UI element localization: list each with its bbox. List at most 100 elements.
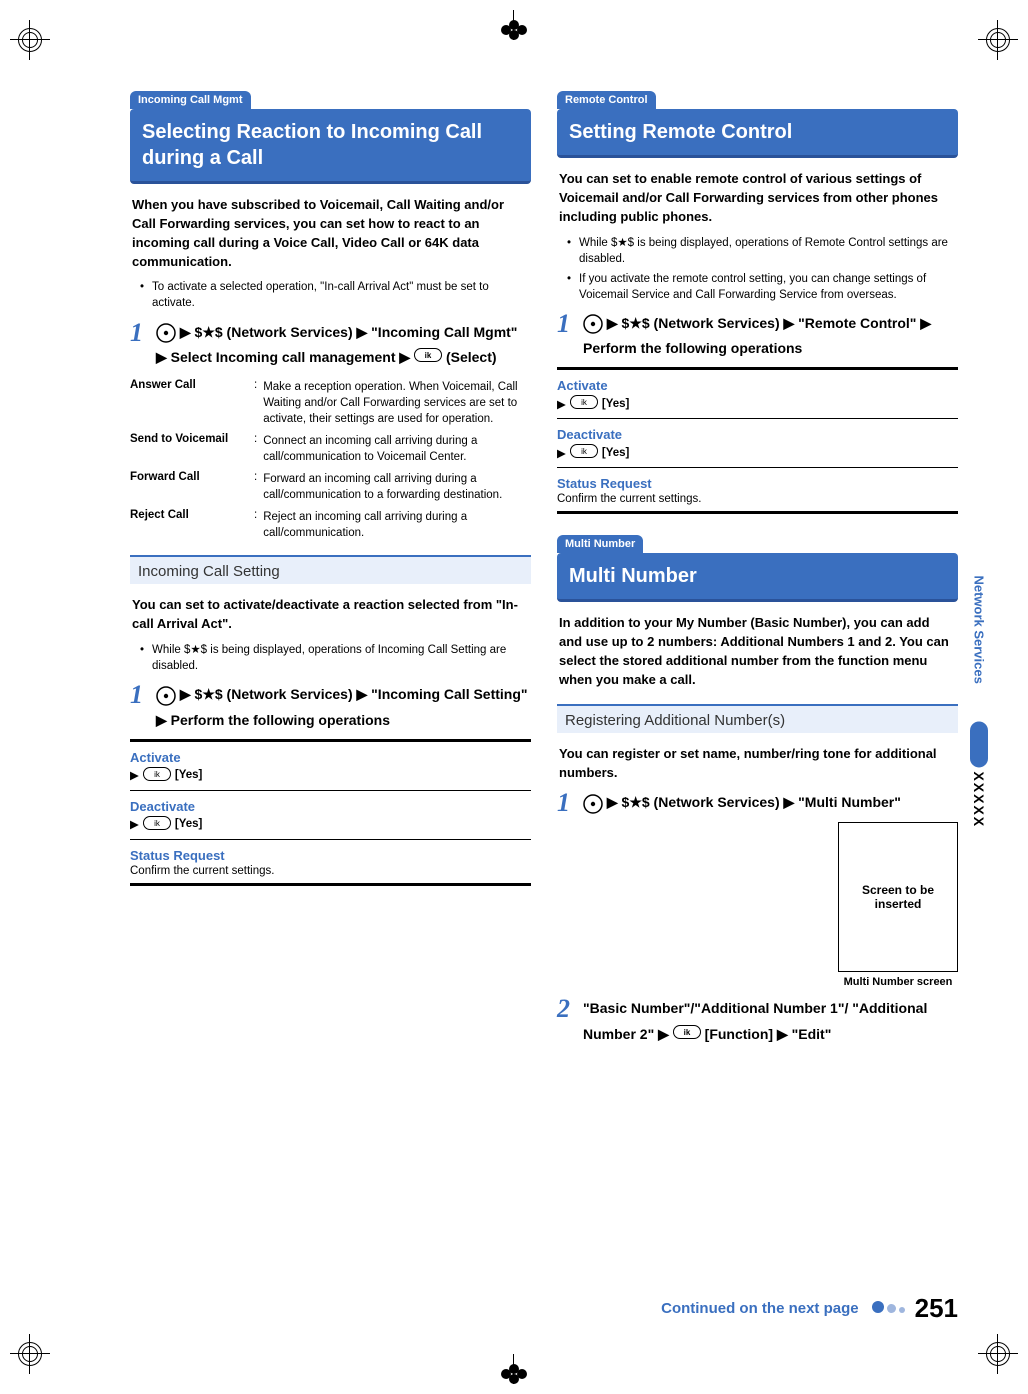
mini-heading: Activate (130, 750, 531, 765)
continued-dots-icon (869, 1300, 905, 1318)
def-row: Forward Call:Forward an incoming call ar… (130, 471, 531, 503)
divider (557, 367, 958, 370)
reg-mark-icon (10, 20, 50, 60)
step-body: ▶ $★$ (Network Services) ▶ "Incoming Cal… (156, 682, 531, 732)
page-footer: Continued on the next page 251 (130, 1293, 958, 1324)
mini-body: ▶ik[Yes] (557, 444, 958, 461)
step-1: 1 ▶ $★$ (Network Services) ▶ "Incoming C… (130, 320, 531, 371)
svg-text:ik: ik (154, 819, 161, 828)
step-text: ▶ $★$ (Network Services) ▶ "Incoming Cal… (156, 686, 528, 727)
svg-text:ik: ik (581, 447, 588, 456)
svg-text:ik: ik (425, 351, 432, 360)
divider (130, 839, 531, 840)
softkey-icon: ik (143, 816, 171, 833)
def-desc: Connect an incoming call arriving during… (263, 433, 531, 465)
lead-text: You can set to enable remote control of … (559, 170, 956, 227)
reg-mark-icon (978, 1334, 1018, 1374)
page: Incoming Call Mgmt Selecting Reaction to… (0, 0, 1028, 1394)
def-row: Answer Call:Make a reception operation. … (130, 379, 531, 427)
reg-mark-icon (978, 20, 1018, 60)
svg-text:ik: ik (154, 770, 161, 779)
divider (130, 883, 531, 886)
def-row: Reject Call:Reject an incoming call arri… (130, 509, 531, 541)
reg-mark-icon (10, 1334, 50, 1374)
def-desc: Forward an incoming call arriving during… (263, 471, 531, 503)
lead-text: You can set to activate/deactivate a rea… (132, 596, 529, 634)
step-number: 1 (130, 320, 148, 371)
def-term: Reject Call (130, 509, 248, 541)
side-tab-pill (970, 722, 988, 768)
screen-caption: Multi Number screen (838, 976, 958, 988)
bullet-text: •To activate a selected operation, "In-c… (140, 279, 527, 311)
divider (557, 418, 958, 419)
lead-text: When you have subscribed to Voicemail, C… (132, 196, 529, 271)
step-text: ▶ $★$ (Network Services) ▶ "Multi Number… (607, 794, 901, 810)
mini-heading: Status Request (557, 476, 958, 491)
step-1b: 1 ▶ $★$ (Network Services) ▶ "Incoming C… (130, 682, 531, 732)
def-term: Answer Call (130, 379, 248, 427)
step-text: ▶ $★$ (Network Services) ▶ "Remote Contr… (583, 315, 931, 356)
section-tag: Incoming Call Mgmt (130, 91, 251, 109)
step-1c: 1 ▶ $★$ (Network Services) ▶ "Multi Numb… (557, 790, 958, 816)
center-key-icon (583, 794, 603, 814)
divider (130, 739, 531, 742)
def-term: Forward Call (130, 471, 248, 503)
section-tag: Multi Number (557, 535, 643, 553)
mini-heading: Activate (557, 378, 958, 393)
def-term: Send to Voicemail (130, 433, 248, 465)
step-number: 1 (557, 790, 575, 816)
svg-text:ik: ik (581, 398, 588, 407)
mini-body: ▶ik[Yes] (130, 767, 531, 784)
softkey-icon: ik (673, 1022, 701, 1047)
step-body: ▶ $★$ (Network Services) ▶ "Incoming Cal… (156, 320, 531, 371)
divider (130, 790, 531, 791)
step-body: ▶ $★$ (Network Services) ▶ "Multi Number… (583, 790, 901, 816)
reg-mark-top-icon (494, 10, 534, 40)
continued-label: Continued on the next page (661, 1300, 859, 1317)
sub-heading: Registering Additional Number(s) (557, 704, 958, 733)
left-column: Incoming Call Mgmt Selecting Reaction to… (130, 90, 531, 1304)
page-number: 251 (915, 1293, 958, 1324)
lead-text: You can register or set name, number/rin… (559, 745, 956, 783)
screen-placeholder: Screen to be inserted (838, 822, 958, 972)
softkey-icon: ik (570, 444, 598, 461)
mini-heading: Deactivate (557, 427, 958, 442)
center-key-icon (583, 314, 603, 334)
section-title: Multi Number (557, 553, 958, 602)
center-key-icon (156, 323, 176, 343)
center-key-icon (156, 686, 176, 706)
def-desc: Reject an incoming call arriving during … (263, 509, 531, 541)
bullet-text: •While $★$ is being displayed, operation… (567, 235, 954, 267)
mini-heading: Status Request (130, 848, 531, 863)
definition-table: Answer Call:Make a reception operation. … (130, 379, 531, 542)
bullet-text: •If you activate the remote control sett… (567, 271, 954, 303)
section-tag: Remote Control (557, 91, 656, 109)
side-tab: Network Services XXXXX (962, 565, 996, 828)
lead-text: In addition to your My Number (Basic Num… (559, 614, 956, 689)
step-text: (Select) (446, 349, 497, 365)
step-body: "Basic Number"/"Additional Number 1"/ "A… (583, 996, 958, 1047)
mini-body: ▶ik[Yes] (557, 395, 958, 412)
mini-body: Confirm the current settings. (130, 865, 531, 877)
softkey-icon: ik (143, 767, 171, 784)
side-tab-label: Network Services (969, 565, 990, 713)
section-title: Selecting Reaction to Incoming Call duri… (130, 109, 531, 184)
content-columns: Incoming Call Mgmt Selecting Reaction to… (130, 90, 958, 1304)
right-column: Remote Control Setting Remote Control Yo… (557, 90, 958, 1304)
step-text: [Function] ▶ "Edit" (705, 1026, 832, 1042)
mini-heading: Deactivate (130, 799, 531, 814)
softkey-icon: ik (570, 395, 598, 412)
step-number: 1 (130, 682, 148, 732)
def-desc: Make a reception operation. When Voicema… (263, 379, 531, 427)
mini-body: Confirm the current settings. (557, 493, 958, 505)
mini-body: ▶ik[Yes] (130, 816, 531, 833)
svg-text:ik: ik (683, 1028, 690, 1037)
step-1: 1 ▶ $★$ (Network Services) ▶ "Remote Con… (557, 311, 958, 361)
divider (557, 511, 958, 514)
side-placeholder: XXXXX (971, 772, 987, 829)
def-row: Send to Voicemail:Connect an incoming ca… (130, 433, 531, 465)
softkey-icon: ik (414, 345, 442, 370)
step-body: ▶ $★$ (Network Services) ▶ "Remote Contr… (583, 311, 958, 361)
step-number: 2 (557, 996, 575, 1047)
step-number: 1 (557, 311, 575, 361)
